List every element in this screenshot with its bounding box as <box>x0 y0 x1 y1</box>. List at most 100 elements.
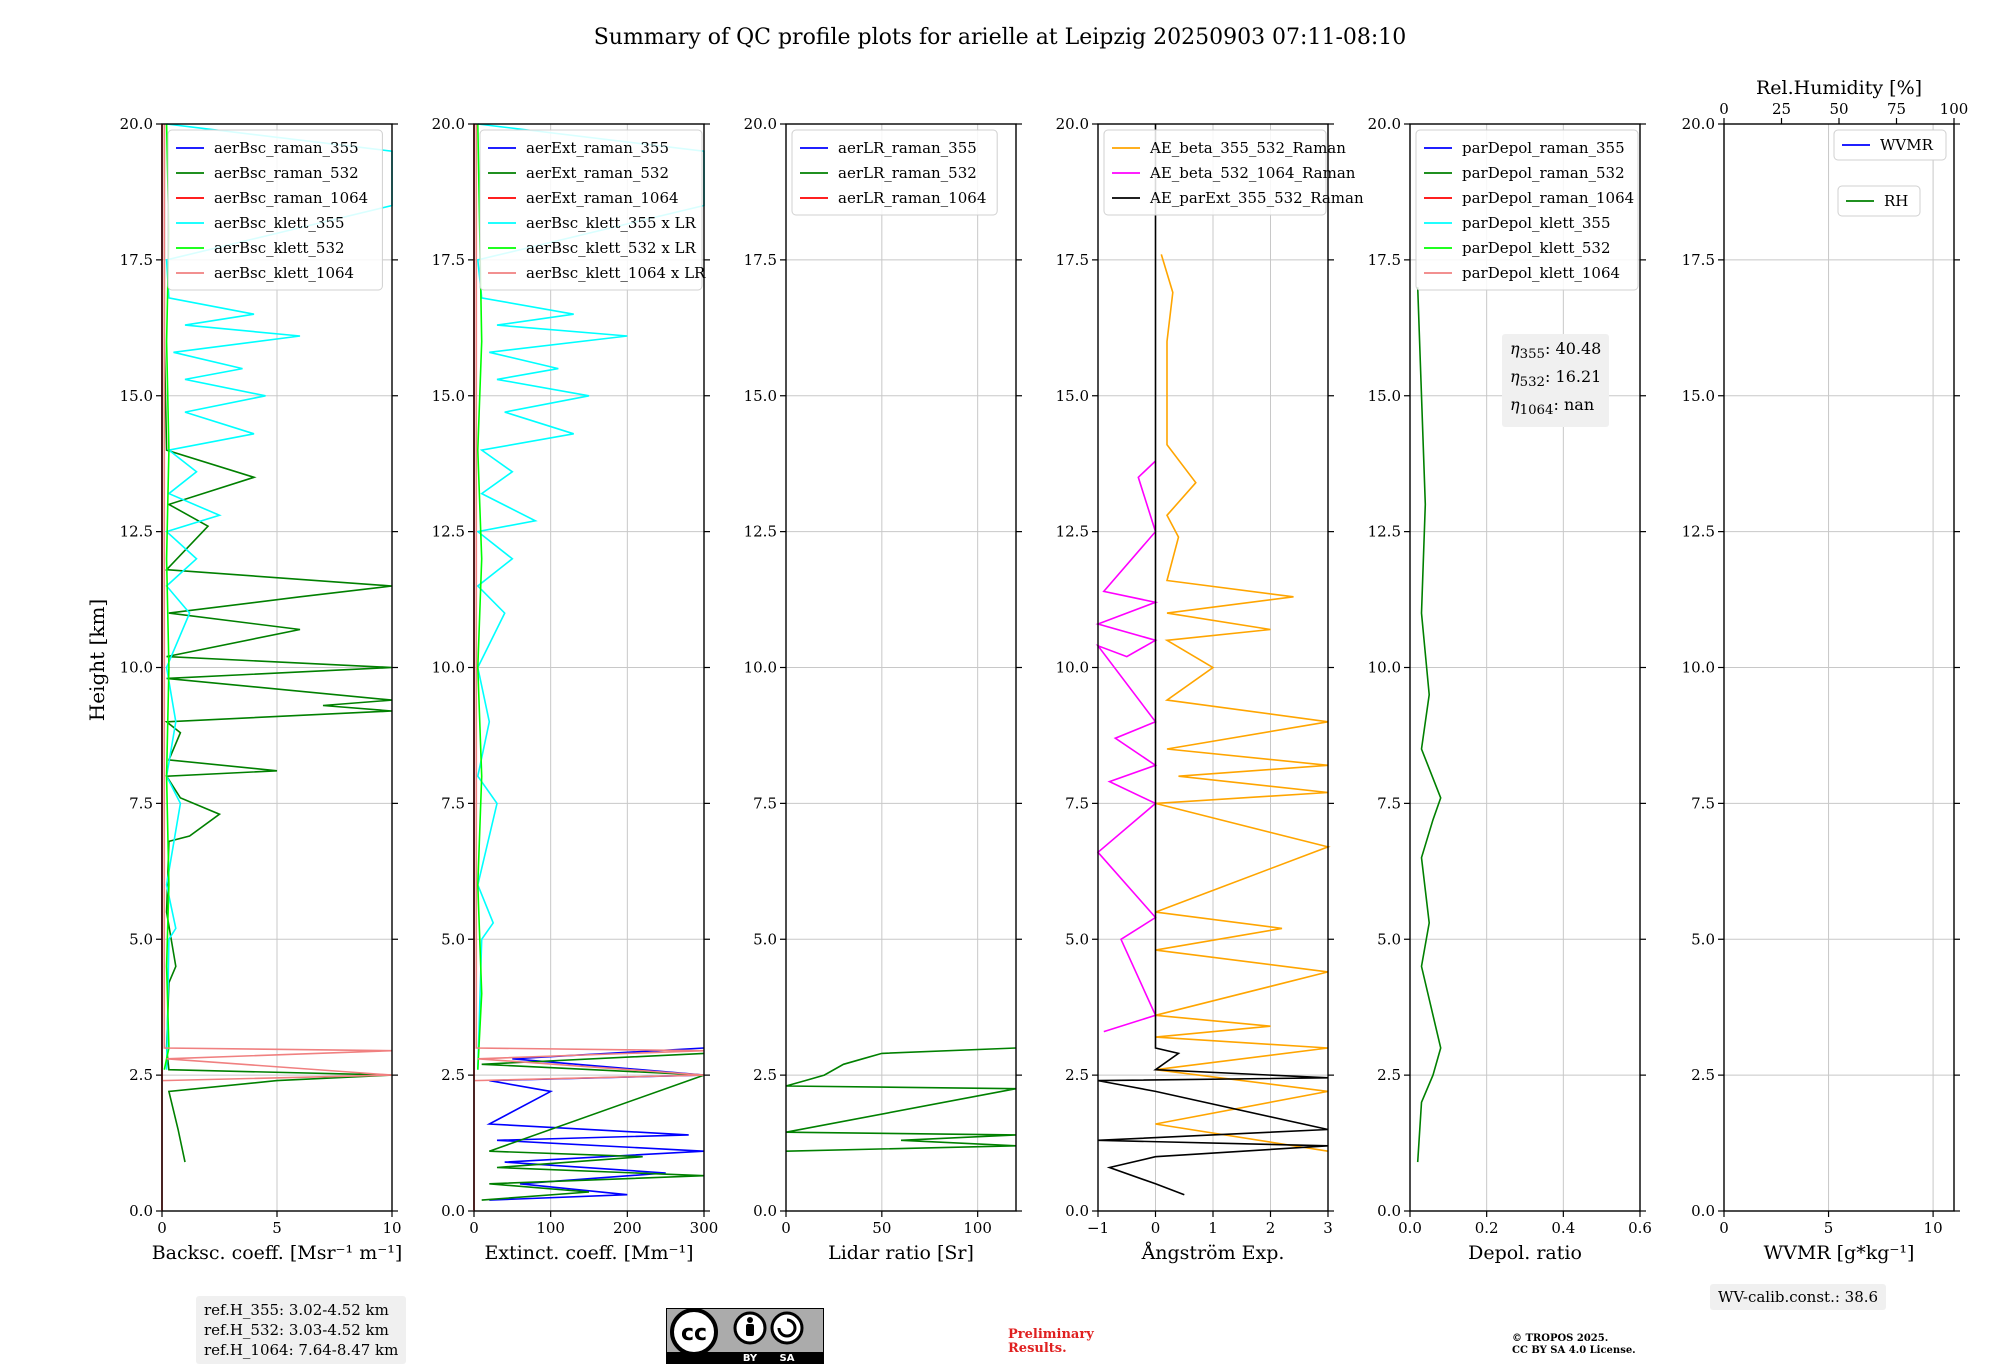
legend-entry: parDepol_raman_532 <box>1462 164 1625 182</box>
x-tick-label: 5 <box>272 1219 282 1237</box>
y-tick-label: 12.5 <box>1368 523 1401 541</box>
y-tick-label: 7.5 <box>1691 794 1715 812</box>
copyright-line-1: © TROPOS 2025. <box>1512 1333 1609 1344</box>
x-tick-label: 2 <box>1266 1219 1276 1237</box>
legend-entry: AE_beta_355_532_Raman <box>1149 139 1346 157</box>
preliminary-line-1: Preliminary <box>1008 1327 1094 1342</box>
eta-box: η355: 40.48 η532: 16.21 η1064: nan <box>1502 334 1610 427</box>
legend-entry: aerExt_raman_532 <box>526 164 669 182</box>
top-x-tick-label: 50 <box>1829 100 1848 118</box>
preliminary-results-note: Preliminary Results. <box>1008 1328 1094 1356</box>
eta-symbol-532: η <box>1510 367 1520 387</box>
legend: parDepol_raman_355 parDepol_raman_532 parD… <box>1415 129 1639 291</box>
series-line-ae-beta-355-532-raman <box>1155 254 1331 1152</box>
axes-frame <box>1097 123 1329 1212</box>
legend-entry: aerBsc_klett_355 x LR <box>526 214 697 232</box>
x-tick-label: 0 <box>157 1219 167 1237</box>
legend-box <box>1833 129 1947 161</box>
y-tick-label: 7.5 <box>1065 794 1089 812</box>
cc-text: cc <box>681 1321 707 1346</box>
y-tick-label: 5.0 <box>1691 930 1715 948</box>
x-tick-label: −1 <box>1087 1219 1109 1237</box>
top-x-tick-label: 100 <box>1940 100 1969 118</box>
legend-entry: aerBsc_raman_1064 <box>214 189 368 207</box>
legend-entry: parDepol_klett_1064 <box>1462 264 1620 282</box>
x-axis-label: Ångström Exp. <box>1141 1242 1285 1264</box>
y-tick-label: 7.5 <box>753 794 777 812</box>
y-tick-label: 5.0 <box>129 930 153 948</box>
legend-entry: AE_parExt_355_532_Raman <box>1149 189 1364 207</box>
wv-calibration-box: WV-calib.const.: 38.6 <box>1710 1284 1887 1310</box>
y-tick-label: 15.0 <box>744 387 777 405</box>
y-tick-label: 5.0 <box>753 930 777 948</box>
legend-entry: aerBsc_raman_532 <box>214 164 359 182</box>
x-axis-label: Lidar ratio [Sr] <box>828 1242 974 1264</box>
legend-entry: aerBsc_raman_355 <box>214 139 359 157</box>
x-tick-label: 0 <box>781 1219 791 1237</box>
y-tick-label: 20.0 <box>744 115 777 133</box>
legend-entry: parDepol_klett_355 <box>1462 214 1611 232</box>
legend: WVMR RH <box>1833 129 1947 217</box>
x-tick-label: 300 <box>690 1219 719 1237</box>
ref-height-1064: ref.H_1064: 7.64-8.47 km <box>204 1341 399 1359</box>
legend-entry: aerBsc_klett_1064 <box>214 264 354 282</box>
series-line-aerlr-raman-532 <box>785 1047 1017 1152</box>
y-tick-label: 0.0 <box>1065 1202 1089 1220</box>
eta-sub-1064: 1064 <box>1519 403 1554 419</box>
axes-frame <box>1409 123 1641 1212</box>
panel-6: 0.02.55.07.510.012.515.017.520.00 5 100 25 5… <box>1682 77 1969 1264</box>
panel-1: 0.0 2.5 5.0 7.5 10.0 12.5 15.0 17.5 20.0 0 5 10 Back… <box>120 115 403 1264</box>
legend-box <box>479 129 703 291</box>
y-tick-label: 7.5 <box>441 794 465 812</box>
legend-entry: WVMR <box>1880 136 1934 154</box>
y-tick-label: 17.5 <box>1056 251 1089 269</box>
eta-355: η355: 40.48 <box>1510 338 1601 366</box>
by-label: BY <box>743 1353 758 1364</box>
legend-entry: AE_beta_532_1064_Raman <box>1149 164 1356 182</box>
legend-entry: aerLR_raman_1064 <box>838 189 986 207</box>
y-tick-label: 17.5 <box>120 251 153 269</box>
x-tick-label: 10 <box>382 1219 401 1237</box>
legend: aerLR_raman_355 aerLR_raman_532 aerLR_rama… <box>791 129 998 216</box>
y-tick-label: 0.0 <box>441 1202 465 1220</box>
y-tick-label: 2.5 <box>1691 1066 1715 1084</box>
y-tick-label: 5.0 <box>1377 930 1401 948</box>
legend-box <box>791 129 998 216</box>
legend-entry: aerLR_raman_532 <box>838 164 977 182</box>
series-line-aerext-raman-532 <box>481 1052 705 1201</box>
x-tick-label: 5 <box>1824 1219 1834 1237</box>
eta-sub-355: 355 <box>1519 347 1546 363</box>
y-tick-label: 17.5 <box>744 251 777 269</box>
x-tick-label: 0 <box>1719 1219 1729 1237</box>
y-tick-label: 10.0 <box>120 659 153 677</box>
x-tick-label: 0.6 <box>1628 1219 1652 1237</box>
sa-share-alike-icon <box>770 1311 804 1345</box>
axes-frame <box>1723 123 1955 1212</box>
x-tick-label: 0.2 <box>1475 1219 1499 1237</box>
eta-1064: η1064: nan <box>1510 394 1601 422</box>
y-tick-label: 12.5 <box>120 523 153 541</box>
cc-by-sa-logo: cc BY SA <box>666 1308 824 1364</box>
y-tick-label: 10.0 <box>432 659 465 677</box>
y-tick-label: 15.0 <box>1056 387 1089 405</box>
x-axis-label: Extinct. coeff. [Mm⁻¹] <box>484 1242 693 1264</box>
x-tick-label: 0 <box>469 1219 479 1237</box>
panel-2: 0.0 2.5 5.0 7.5 10.0 12.5 15.0 17.5 20.0 0 100 200 3… <box>432 115 719 1264</box>
y-tick-label: 2.5 <box>1065 1066 1089 1084</box>
eta-symbol-1064: η <box>1510 395 1520 415</box>
x-tick-label: 0.0 <box>1398 1219 1422 1237</box>
eta-532: η532: 16.21 <box>1510 366 1601 394</box>
x-tick-label: 100 <box>963 1219 992 1237</box>
y-tick-label: 12.5 <box>1682 523 1715 541</box>
copyright-note: © TROPOS 2025. CC BY SA 4.0 License. <box>1512 1333 1636 1357</box>
series-line-aerbsc-klett-532-x-lr <box>476 123 483 1070</box>
panel-4: 0.0 2.5 5.0 7.5 10.0 12.5 15.0 17.5 20.0 −1 0 1 2 3 Ån… <box>1056 115 1364 1264</box>
ref-height-355: ref.H_355: 3.02-4.52 km <box>204 1301 389 1319</box>
series-line-ae-beta-532-1064-raman <box>1095 460 1159 1033</box>
legend-entry: aerBsc_klett_1064 x LR <box>526 264 706 282</box>
legend-box <box>1415 129 1639 291</box>
eta-value-355: : 40.48 <box>1545 339 1602 358</box>
copyright-line-2: CC BY SA 4.0 License. <box>1512 1345 1636 1356</box>
series-line-pardepol-raman-532 <box>1416 287 1442 1163</box>
